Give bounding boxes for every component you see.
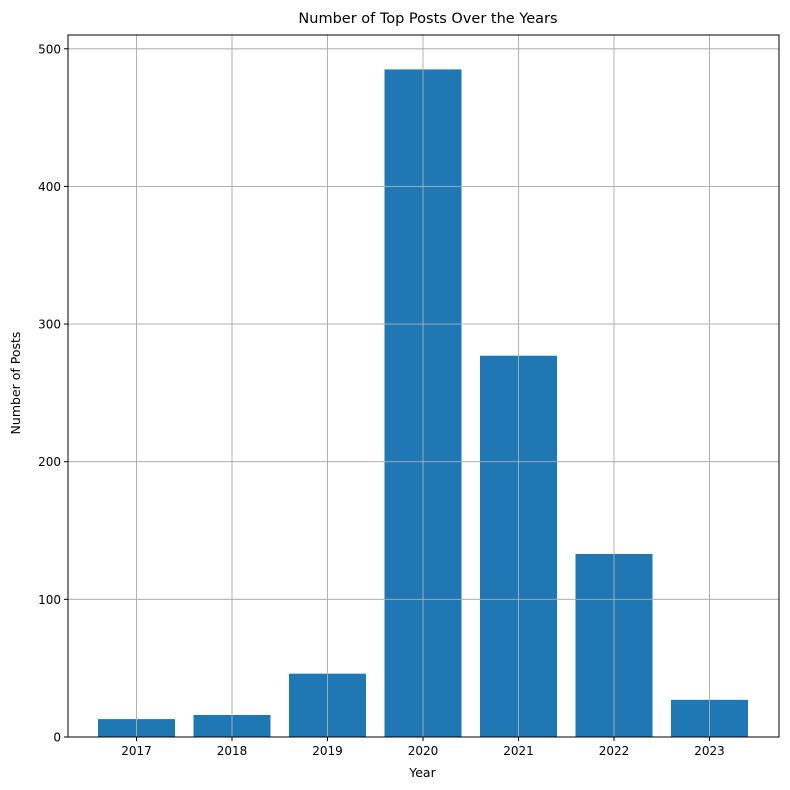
x-tick-label: 2021 xyxy=(503,744,534,758)
x-tick-label: 2022 xyxy=(599,744,630,758)
x-tick-label: 2017 xyxy=(121,744,152,758)
chart-title: Number of Top Posts Over the Years xyxy=(298,11,557,27)
x-axis-label: Year xyxy=(408,765,436,780)
ticks: 0 100 200 300 400 500 2017 2018 2019 2020 2021 2022… xyxy=(38,42,725,758)
y-axis-label: Number of Posts xyxy=(8,332,23,435)
y-tick-label: 100 xyxy=(38,593,61,607)
x-tick-label: 2019 xyxy=(312,744,343,758)
x-tick-label: 2023 xyxy=(694,744,725,758)
y-tick-label: 0 xyxy=(53,731,61,745)
x-tick-label: 2018 xyxy=(217,744,248,758)
bars xyxy=(68,35,779,738)
x-tick-label: 2020 xyxy=(408,744,439,758)
y-tick-label: 300 xyxy=(38,318,61,332)
y-tick-label: 200 xyxy=(38,455,61,469)
y-tick-label: 400 xyxy=(38,180,61,194)
y-tick-label: 500 xyxy=(38,42,61,56)
